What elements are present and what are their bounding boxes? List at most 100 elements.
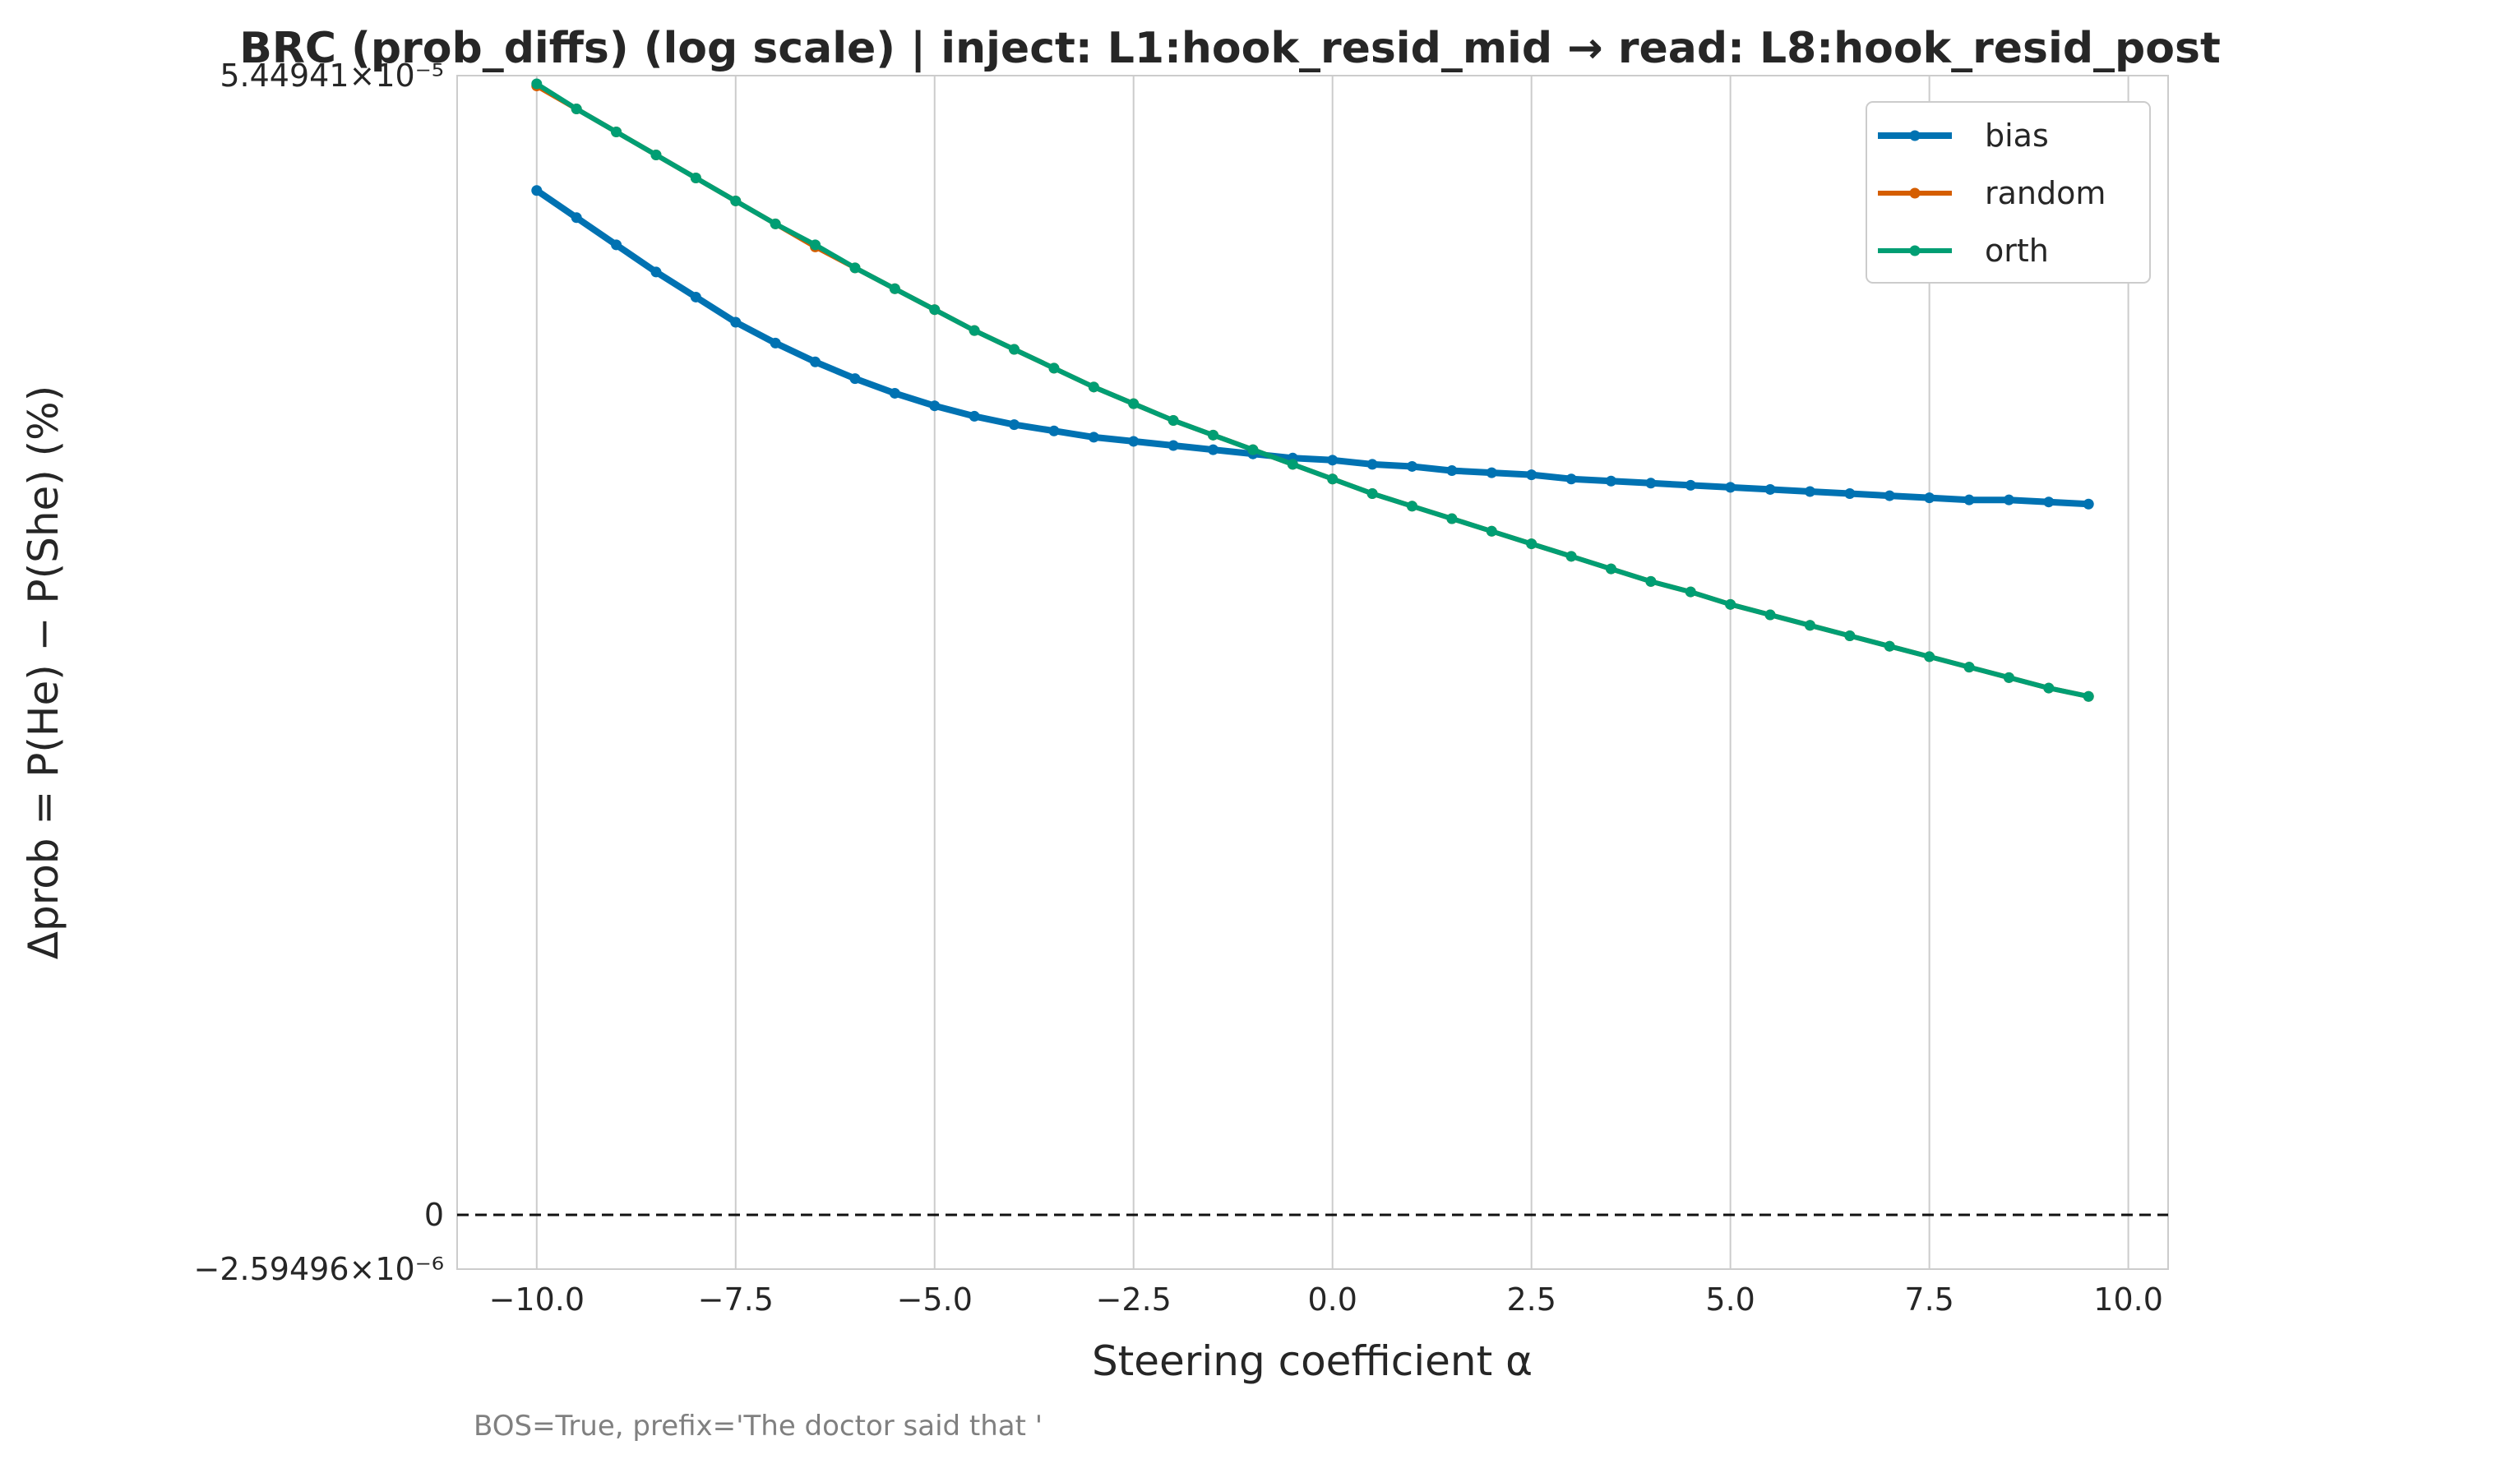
- data-point-orth: [2083, 690, 2094, 702]
- legend-marker-random: [1909, 187, 1921, 199]
- chart-title: BRC (prob_diffs) (log scale) | inject: L…: [239, 24, 2221, 73]
- data-point-bias: [531, 185, 543, 196]
- legend-marker-bias: [1909, 130, 1921, 141]
- data-point-orth: [650, 149, 662, 160]
- data-point-bias: [1327, 455, 1339, 466]
- data-point-orth: [2003, 672, 2014, 683]
- data-point-orth: [889, 283, 900, 294]
- data-point-orth: [1526, 538, 1537, 550]
- data-point-bias: [1446, 465, 1458, 477]
- data-point-bias: [929, 400, 941, 412]
- data-point-bias: [1963, 494, 1975, 506]
- data-point-bias: [650, 266, 662, 278]
- y-tick-label: 0: [424, 1197, 444, 1233]
- data-point-orth: [1486, 525, 1497, 537]
- x-axis-label: Steering coefficient α: [1092, 1337, 1533, 1385]
- x-tick-label: −5.0: [897, 1281, 973, 1318]
- data-point-bias: [969, 410, 980, 422]
- legend: bias random orth: [1866, 101, 2151, 284]
- data-point-bias: [1088, 432, 1099, 443]
- y-tick-label: −2.59496×10⁻⁶: [194, 1251, 444, 1287]
- data-point-orth: [1605, 563, 1616, 575]
- data-point-bias: [690, 291, 701, 302]
- data-point-bias: [1804, 486, 1815, 497]
- data-point-bias: [1168, 440, 1179, 451]
- data-point-bias: [1366, 459, 1378, 470]
- data-point-bias: [2043, 496, 2055, 508]
- data-point-bias: [1725, 482, 1736, 493]
- x-tick-label: 0.0: [1307, 1281, 1357, 1318]
- data-point-bias: [810, 356, 821, 367]
- x-tick-labels: −10.0 −7.5 −5.0 −2.5 0.0 2.5 5.0 7.5 10.0: [489, 1281, 2163, 1318]
- data-point-orth: [1645, 575, 1657, 587]
- data-point-bias: [1844, 488, 1856, 500]
- y-tick-label: 5.44941×10⁻⁵: [220, 58, 444, 94]
- data-point-orth: [1685, 586, 1696, 598]
- data-point-bias: [1406, 460, 1417, 472]
- data-point-orth: [1366, 488, 1378, 500]
- x-tick-label: 10.0: [2093, 1281, 2163, 1318]
- data-point-orth: [810, 239, 821, 251]
- data-point-orth: [1088, 381, 1099, 393]
- data-point-bias: [770, 337, 781, 349]
- data-point-bias: [1526, 469, 1537, 481]
- legend-label-random: random: [1985, 175, 2106, 211]
- series-orth: [531, 78, 2094, 702]
- data-point-orth: [770, 218, 781, 229]
- legend-box: [1866, 101, 2151, 284]
- data-point-bias: [1924, 492, 1935, 504]
- data-point-bias: [2003, 494, 2014, 506]
- data-point-bias: [1009, 419, 1020, 431]
- data-point-orth: [1406, 501, 1417, 512]
- data-point-orth: [571, 104, 582, 115]
- data-point-bias: [571, 212, 582, 224]
- legend-label-bias: bias: [1985, 118, 2049, 154]
- data-point-bias: [889, 387, 900, 399]
- y-tick-labels: 5.44941×10⁻⁵ 0 −2.59496×10⁻⁶: [194, 58, 444, 1287]
- data-point-orth: [1128, 398, 1140, 409]
- data-point-bias: [1884, 490, 1895, 501]
- series-line-bias: [534, 187, 2089, 508]
- data-point-orth: [2043, 682, 2055, 694]
- data-point-bias: [1565, 473, 1577, 485]
- data-point-bias: [1486, 467, 1497, 478]
- x-tick-label: 2.5: [1506, 1281, 1556, 1318]
- data-point-orth: [1168, 415, 1179, 427]
- data-point-bias: [611, 239, 622, 251]
- data-point-bias: [2083, 498, 2094, 510]
- data-point-orth: [1327, 473, 1339, 485]
- data-point-bias: [1208, 444, 1219, 455]
- data-point-orth: [1924, 651, 1935, 663]
- x-tick-label: 7.5: [1904, 1281, 1954, 1318]
- data-point-orth: [1247, 444, 1259, 455]
- data-point-orth: [1725, 598, 1736, 610]
- data-point-orth: [690, 172, 701, 183]
- x-tick-label: −10.0: [489, 1281, 585, 1318]
- data-point-bias: [730, 316, 742, 328]
- series-line-orth: [535, 81, 2089, 699]
- data-point-orth: [1208, 429, 1219, 441]
- x-tick-label: −7.5: [698, 1281, 774, 1318]
- data-point-orth: [531, 78, 543, 90]
- data-point-orth: [1844, 630, 1856, 641]
- data-point-orth: [1884, 640, 1895, 652]
- data-point-orth: [1048, 362, 1060, 374]
- data-point-orth: [969, 325, 980, 336]
- legend-marker-orth: [1909, 245, 1921, 256]
- data-point-orth: [1446, 513, 1458, 524]
- data-point-orth: [849, 262, 861, 274]
- data-point-bias: [1764, 483, 1776, 495]
- data-point-bias: [1605, 475, 1616, 487]
- data-point-orth: [1009, 344, 1020, 355]
- series-lines: [531, 78, 2094, 702]
- data-point-orth: [1764, 609, 1776, 621]
- data-point-orth: [1804, 620, 1815, 631]
- data-point-bias: [1645, 478, 1657, 489]
- data-point-orth: [730, 195, 742, 206]
- data-point-orth: [1287, 459, 1298, 470]
- data-point-bias: [849, 373, 861, 385]
- series-bias: [531, 185, 2094, 510]
- x-tick-label: 5.0: [1705, 1281, 1755, 1318]
- data-point-bias: [1685, 479, 1696, 491]
